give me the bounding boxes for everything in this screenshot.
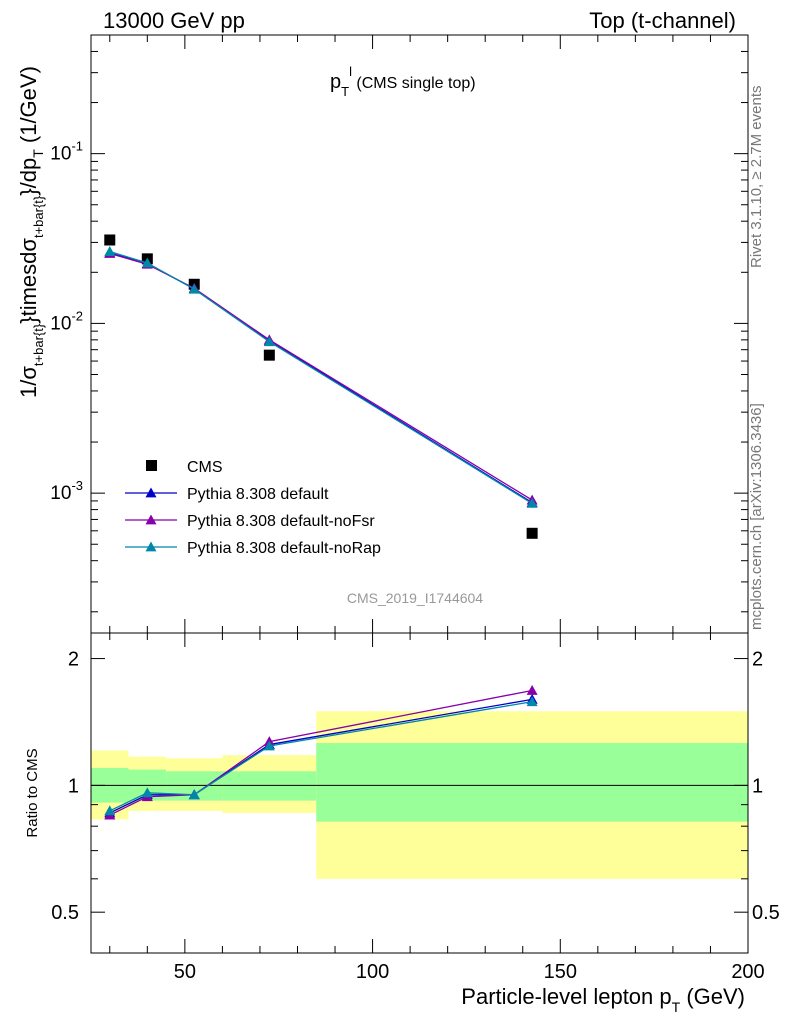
x-tick-label: 50 [174, 961, 196, 983]
ratio-y-axis-label: Ratio to CMS [24, 748, 41, 837]
stat-uncertainty-band [222, 771, 317, 801]
cms-data-point [526, 527, 538, 539]
ratio-y-tick-label: 2 [68, 649, 79, 671]
main-y-axis-label: 1/σt+bar{t}}timesdσt+bar{t}}/dpT (1/GeV) [16, 66, 46, 398]
ratio-marker-2 [263, 740, 275, 751]
main-y-tick-label-part: 10 [50, 144, 71, 165]
main-y-axis-label-part: }/dp [16, 158, 41, 196]
legend-cms-marker [146, 460, 157, 471]
ratio-frame [90, 632, 749, 954]
legend-marker-3 [145, 541, 157, 552]
ratio-marker-2 [188, 789, 200, 800]
main-y-tick-label-part: -2 [71, 308, 83, 323]
cms-data-point [263, 349, 275, 361]
analysis-watermark: CMS_2019_I1744604 [347, 590, 483, 606]
ratio-y-tick-label: 1 [68, 775, 79, 797]
main-y-tick-label: 10-2 [50, 308, 83, 334]
ratio-marker-1 [526, 684, 538, 695]
x-tick-label: 200 [731, 961, 764, 983]
x-tick-label: 100 [356, 961, 389, 983]
ratio-marker-2 [104, 805, 116, 816]
mc-marker-3 [188, 283, 200, 294]
main-title-part: T [341, 84, 349, 99]
ratio-y-tick-label: 0.5 [51, 902, 79, 924]
mc-marker-3 [526, 497, 538, 508]
cms-data-point [104, 234, 116, 246]
x-axis-label-part: T [672, 999, 681, 1015]
main-y-axis-label-part: (1/GeV) [16, 66, 41, 149]
ratio-y-tick-label-right: 2 [752, 649, 763, 671]
main-y-axis-label-part: t+bar{t} [31, 195, 46, 238]
legend-label-3: Pythia 8.308 default-noRap [187, 540, 381, 557]
x-axis-label: Particle-level lepton pT (GeV) [461, 984, 745, 1015]
legend-label-1: Pythia 8.308 default [187, 486, 329, 503]
mc-line-3 [109, 250, 533, 504]
main-y-axis-label-part: }timesdσ [16, 238, 41, 324]
legend-label-0: CMS [187, 459, 223, 476]
main-y-axis-label-part: t+bar{t} [31, 323, 46, 366]
main-y-tick-label-part: 10 [50, 313, 71, 334]
ratio-marker-2 [526, 696, 538, 707]
legend-marker-1 [145, 487, 157, 498]
main-y-axis-label-part: 1/σ [16, 366, 41, 398]
mc-marker-3 [104, 246, 116, 256]
main-title-part: l [349, 64, 352, 79]
main-y-tick-label-part: 10 [50, 483, 71, 504]
main-title: pTl (CMS single top) [330, 64, 476, 99]
main-y-tick-label: 10-1 [50, 139, 83, 165]
main-y-axis-label-part: T [30, 149, 46, 158]
main-y-tick-label: 10-3 [50, 478, 83, 504]
stat-uncertainty-band [316, 743, 748, 822]
mc-marker-3 [263, 336, 275, 347]
x-axis-label-part: Particle-level lepton p [461, 984, 671, 1009]
main-title-part: (CMS single top) [352, 75, 476, 92]
header-left: 13000 GeV pp [103, 8, 245, 33]
legend-marker-2 [145, 514, 157, 525]
main-y-tick-label-part: -3 [71, 478, 83, 493]
ratio-panel: 0.5 0.5 1 1 2 2 50 100 150 200 Ratio to CMS Particl… [24, 632, 780, 1015]
x-tick-label: 150 [544, 961, 577, 983]
legend-label-2: Pythia 8.308 default-noFsr [187, 513, 375, 530]
x-axis-label-part: (GeV) [680, 984, 745, 1009]
header-right: Top (t-channel) [589, 8, 736, 33]
main-title-part: p [330, 71, 341, 93]
ratio-y-tick-label-right: 0.5 [752, 902, 780, 924]
mc-marker-3 [141, 257, 153, 268]
ratio-marker-2 [141, 787, 153, 798]
ratio-y-tick-label-right: 1 [752, 775, 763, 797]
main-y-tick-label-part: -1 [71, 139, 83, 154]
